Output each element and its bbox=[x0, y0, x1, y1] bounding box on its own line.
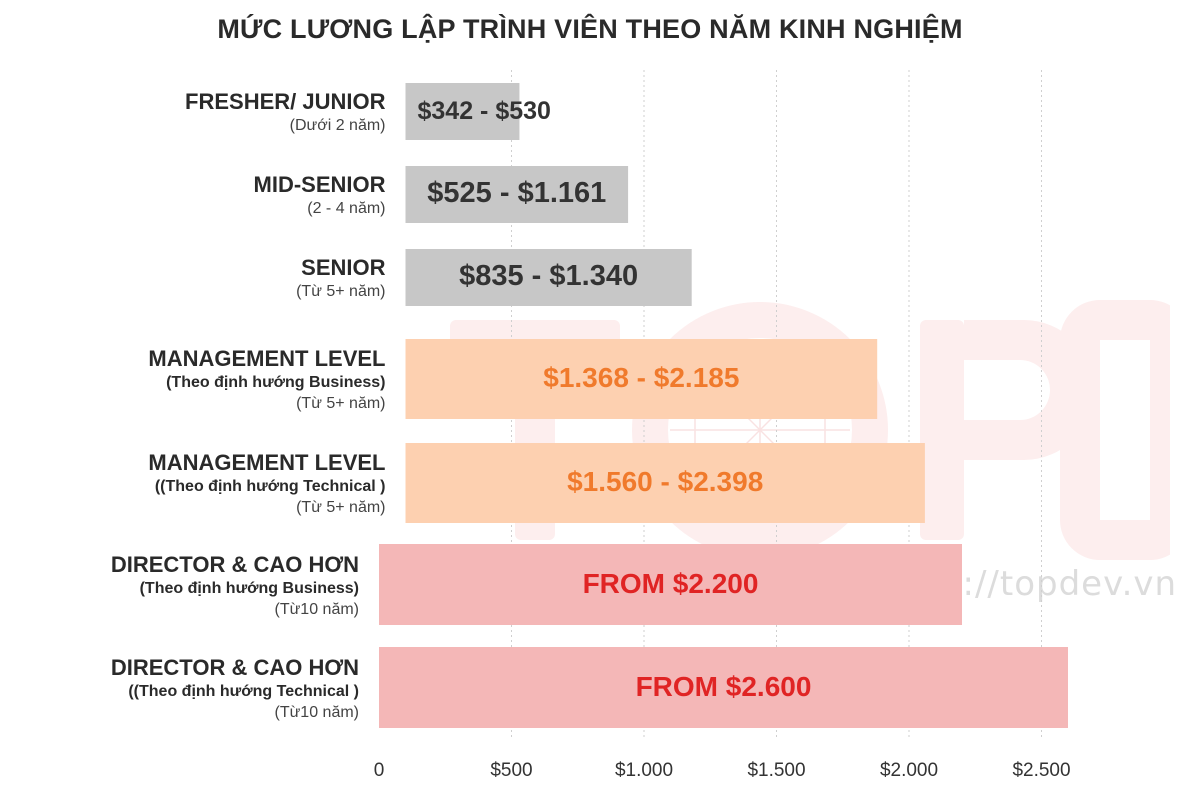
bar-value-label-4: $1.560 - $2.398 bbox=[567, 466, 764, 498]
category-years-6: (Từ10 năm) bbox=[274, 703, 359, 721]
bar-value-label-6: FROM $2.600 bbox=[635, 670, 812, 702]
bar-0 bbox=[405, 83, 520, 140]
category-label-5: DIRECTOR & CAO HƠN (Theo định hướng Busin… bbox=[111, 552, 359, 620]
category-name-2: SENIOR bbox=[301, 255, 386, 280]
category-label-0: FRESHER/ JUNIOR (Dưới 2 năm) bbox=[185, 89, 385, 136]
bar-value-label-1: $525 - $1.161 bbox=[427, 177, 607, 210]
category-years-1: (2 - 4 năm) bbox=[307, 200, 386, 217]
category-years-2: (Từ 5+ năm) bbox=[296, 283, 386, 300]
bar-6 bbox=[379, 647, 1068, 728]
category-label-6: DIRECTOR & CAO HƠN ((Theo định hướng Tech… bbox=[111, 655, 359, 723]
category-name-0: FRESHER/ JUNIOR bbox=[185, 89, 386, 114]
category-qualifier-5: (Theo định hướng Business) bbox=[139, 579, 359, 597]
x-tick-label-1: $500 bbox=[490, 760, 533, 781]
category-label-3: MANAGEMENT LEVEL (Theo định hướng Busines… bbox=[148, 346, 385, 414]
bar-1 bbox=[405, 166, 629, 223]
x-tick-label-5: $2.500 bbox=[1012, 760, 1071, 781]
category-years-3: (Từ 5+ năm) bbox=[296, 395, 386, 412]
bar-3 bbox=[405, 339, 878, 419]
category-label-1: MID-SENIOR (2 - 4 năm) bbox=[254, 172, 386, 219]
category-name-4: MANAGEMENT LEVEL bbox=[148, 450, 386, 475]
category-name-6: DIRECTOR & CAO HƠN bbox=[110, 654, 359, 680]
category-name-5: DIRECTOR & CAO HƠN bbox=[110, 551, 359, 577]
category-label-2: SENIOR (Từ 5+ năm) bbox=[296, 255, 385, 302]
category-qualifier-6: ((Theo định hướng Technical ) bbox=[128, 682, 359, 700]
x-tick-label-3: $1.500 bbox=[747, 760, 806, 781]
bar-value-label-5: FROM $2.200 bbox=[582, 567, 759, 599]
category-qualifier-4: ((Theo định hướng Technical ) bbox=[154, 478, 386, 495]
category-label-4: MANAGEMENT LEVEL ((Theo định hướng Techni… bbox=[148, 450, 385, 518]
bar-value-label-0: $342 - $530 bbox=[417, 96, 551, 125]
category-name-1: MID-SENIOR bbox=[253, 172, 386, 197]
x-tick-label-2: $1.000 bbox=[614, 760, 674, 781]
category-qualifier-3: (Theo định hướng Business) bbox=[166, 374, 386, 391]
bar-4 bbox=[405, 443, 925, 523]
category-years-4: (Từ 5+ năm) bbox=[296, 499, 386, 516]
bar-2 bbox=[405, 249, 692, 306]
bar-value-label-2: $835 - $1.340 bbox=[459, 260, 639, 293]
bar-value-label-3: $1.368 - $2.185 bbox=[543, 362, 740, 394]
category-name-3: MANAGEMENT LEVEL bbox=[148, 346, 386, 371]
chart-title: MỨC LƯƠNG LẬP TRÌNH VIÊN THEO NĂM KINH N… bbox=[217, 14, 963, 44]
bar-5 bbox=[379, 544, 962, 625]
category-years-5: (Từ10 năm) bbox=[274, 600, 359, 618]
x-tick-label-0: 0 bbox=[373, 760, 385, 781]
x-tick-label-4: $2.000 bbox=[879, 760, 939, 781]
category-years-0: (Dưới 2 năm) bbox=[289, 117, 386, 134]
